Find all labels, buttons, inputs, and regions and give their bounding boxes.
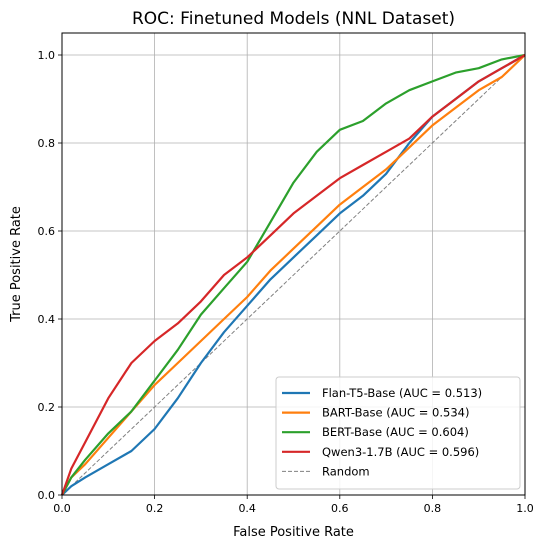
x-axis-label: False Positive Rate [233,525,354,540]
y-tick-label: 1.0 [38,49,56,62]
series-line-bart-base [61,54,526,496]
legend-entry: BART-Base (AUC = 0.534) [322,406,469,420]
legend-box [275,376,521,490]
series-line-qwen3-1-7b [60,54,526,496]
legend-entry: Qwen3-1.7B (AUC = 0.596) [322,445,479,459]
series-line-bert-base [61,53,526,496]
y-tick-label: 0.8 [38,137,56,150]
series-layer [60,53,526,496]
x-tick-label: 0.8 [424,502,442,515]
x-tick-label: 0.4 [238,502,256,515]
y-tick-label: 0.4 [38,313,56,326]
series-line-random [61,54,526,496]
legend-entry: Random [322,464,370,478]
chart-title: ROC: Finetuned Models (NNL Dataset) [132,9,455,29]
y-tick-label: 0.0 [38,489,56,502]
legend-entry: Flan-T5-Base (AUC = 0.513) [322,386,482,400]
grid [61,33,526,496]
y-axis-label: True Positive Rate [9,206,24,323]
plot-frame [61,32,526,496]
x-tick-label: 1.0 [516,502,534,515]
y-tick-label: 0.6 [38,225,56,238]
ticks: 0.0 0.2 0.4 0.6 0.8 1.0 0.0 0.2 0.4 0.6 0.8 1.0 [38,49,534,515]
legend-entry: BERT-Base (AUC = 0.604) [322,425,469,439]
x-tick-label: 0.0 [53,502,71,515]
x-tick-label: 0.2 [146,502,164,515]
y-tick-label: 0.2 [38,401,56,414]
x-tick-label: 0.6 [331,502,349,515]
legend: Flan-T5-Base (AUC = 0.513) BART-Base (AUC… [275,376,521,490]
